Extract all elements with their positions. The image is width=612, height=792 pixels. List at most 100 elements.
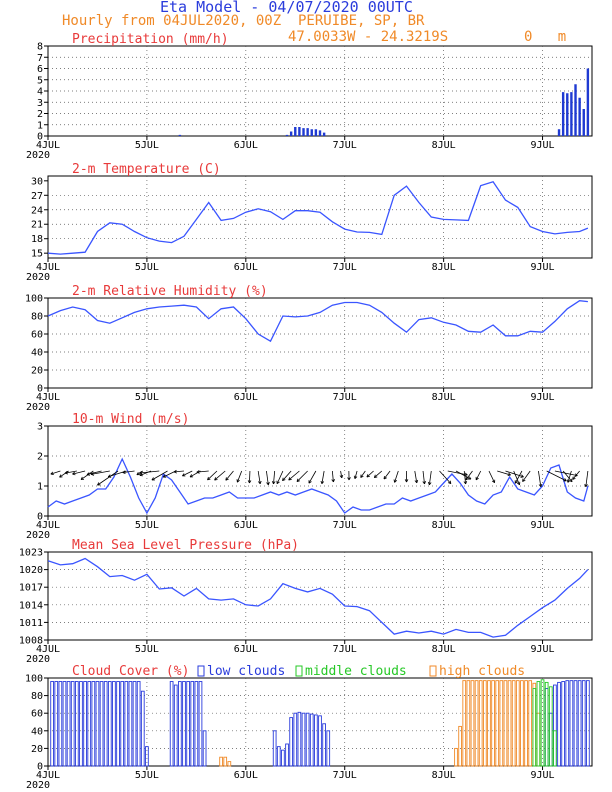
wind-arrow-head: [207, 476, 209, 481]
wind-arrow: [266, 470, 269, 485]
panel-2-ytick-label: 24: [31, 205, 43, 216]
cloud-bar: [478, 680, 483, 767]
cloud-bar: [74, 681, 79, 767]
wind-arrow: [439, 470, 452, 484]
panel-3-title: 2-m Relative Humidity (%): [72, 284, 268, 299]
wind-arrow-head: [572, 477, 576, 480]
legend-swatch-0: [197, 665, 205, 677]
chart-title: Eta Model - 04/07/2020 00UTC: [160, 0, 413, 16]
wind-arrow-head: [422, 481, 425, 485]
panel-1-ytick-label: 3: [37, 98, 43, 109]
wind-arrow-head: [584, 483, 587, 488]
wind-arrow-head: [383, 477, 387, 480]
cloud-bar: [202, 730, 207, 767]
panel-3-xtick-label: 9JUL: [530, 392, 554, 403]
precip-bar: [314, 129, 318, 136]
precip-bar: [306, 128, 309, 136]
precip-bar: [318, 130, 322, 136]
wind-arrow: [50, 470, 61, 475]
cloud-bar: [474, 680, 479, 767]
panel-5-xtick-label: 4JUL: [36, 644, 60, 655]
wind-arrow: [354, 470, 358, 479]
wind-arrow-head: [136, 471, 139, 475]
panel-3-xtick-label: 5JUL: [135, 392, 159, 403]
wind-arrow: [505, 470, 524, 478]
wind-arrow-head: [86, 472, 90, 475]
cloud-bar: [190, 681, 195, 767]
panel-5-xtick-label: 6JUL: [234, 644, 258, 655]
wind-arrow: [366, 470, 374, 478]
cloud-bar: [145, 746, 149, 767]
panel-1-ytick-label: 5: [37, 75, 43, 86]
precip-bar: [557, 129, 561, 136]
cloud-bar: [462, 680, 467, 767]
cloud-bar: [128, 681, 133, 767]
wind-arrow: [538, 470, 542, 487]
wind-arrow-head: [237, 479, 240, 483]
cloud-bar: [116, 681, 120, 767]
wind-arrow-head: [507, 474, 511, 477]
wind-arrow: [360, 470, 366, 478]
legend-label-2: high clouds: [439, 664, 525, 679]
cloud-bar: [87, 681, 92, 767]
wind-arrow-head: [151, 477, 154, 481]
panel-5-xtick-label: 8JUL: [432, 644, 456, 655]
panel-2-ytick-label: 18: [31, 234, 43, 245]
cloud-bar: [305, 712, 310, 767]
wind-arrow: [497, 470, 511, 476]
panel-5-ytick-label: 1017: [19, 583, 43, 594]
panel-2-ytick-label: 27: [31, 191, 43, 202]
wind-arrow-head: [447, 482, 452, 485]
wind-arrow-head: [354, 476, 358, 479]
cloud-bar: [515, 680, 520, 767]
wind-arrow: [340, 470, 343, 478]
cloud-bar: [520, 680, 524, 767]
panel-4-year-label: 2020: [26, 530, 50, 541]
cloud-bar: [565, 680, 570, 767]
wind-arrow: [567, 470, 572, 483]
wind-arrow-head: [50, 471, 54, 475]
cloud-bar: [293, 712, 298, 767]
wind-arrow: [546, 470, 567, 482]
wind-arrow: [463, 470, 467, 484]
wind-arrow: [214, 470, 226, 481]
wind-arrow: [236, 470, 243, 483]
wind-arrow: [196, 470, 209, 473]
wind-arrow-head: [225, 477, 227, 481]
panel-4-ytick-label: 0: [37, 512, 43, 523]
panel-1-ytick-label: 8: [37, 42, 43, 53]
panel-6-year-label: 2020: [26, 780, 50, 791]
cloud-bar: [219, 756, 223, 767]
wind-arrow-head: [522, 479, 526, 482]
cloud-bar: [540, 679, 545, 767]
cloud-bar: [120, 681, 125, 767]
panel-2-xtick-label: 4JUL: [36, 262, 60, 273]
panel-2-xtick-label: 6JUL: [234, 262, 258, 273]
panel-5-ytick-label: 1011: [19, 618, 43, 629]
wind-arrow-head: [249, 480, 252, 484]
chart-subtitle-location: Hourly from 04JUL2020, 00Z PERUIBE, SP, …: [62, 13, 425, 29]
cloud-bar: [322, 723, 326, 767]
wind-arrow: [122, 470, 135, 473]
panel-1-xtick-label: 6JUL: [234, 140, 258, 151]
wind-arrow-head: [90, 472, 94, 475]
wind-arrow-head: [393, 479, 395, 483]
panel-4-line: [47, 457, 589, 515]
legend-label-0: low clouds: [207, 664, 285, 679]
wind-arrow: [374, 470, 383, 478]
cloud-bar: [173, 684, 178, 767]
wind-arrow: [383, 470, 391, 480]
wind-arrow-head: [107, 474, 111, 478]
panel-5-ytick-label: 1023: [19, 548, 43, 559]
precip-bar: [298, 127, 301, 136]
cloud-bar: [318, 715, 322, 767]
wind-arrow: [514, 470, 523, 484]
wind-arrow-head: [394, 480, 398, 483]
wind-arrow: [139, 470, 160, 474]
cloud-bar: [281, 749, 285, 767]
wind-arrow-head: [207, 478, 211, 481]
wind-arrow: [331, 470, 334, 482]
wind-arrow: [572, 470, 580, 480]
wind-arrow-head: [189, 474, 192, 478]
wind-arrow: [276, 470, 284, 484]
